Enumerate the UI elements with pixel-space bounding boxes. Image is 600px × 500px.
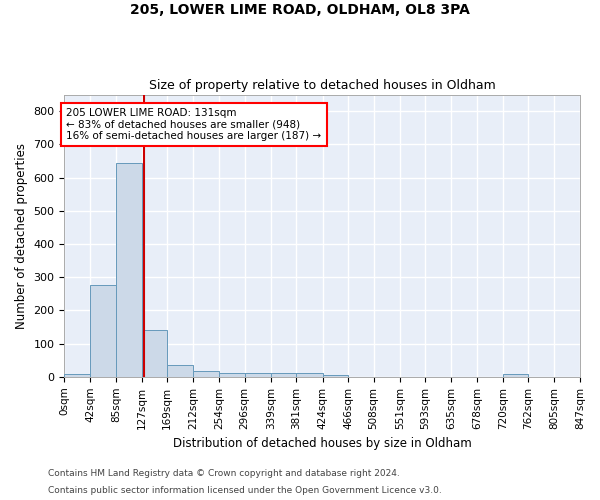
Text: Contains HM Land Registry data © Crown copyright and database right 2024.: Contains HM Land Registry data © Crown c… [48,468,400,477]
Bar [142,330,167,377]
Bar [245,374,271,377]
X-axis label: Distribution of detached houses by size in Oldham: Distribution of detached houses by size … [173,437,472,450]
Title: Size of property relative to detached houses in Oldham: Size of property relative to detached ho… [149,79,496,92]
Bar [271,374,296,377]
Text: Contains public sector information licensed under the Open Government Licence v3: Contains public sector information licen… [48,486,442,495]
Bar [90,286,116,377]
Bar [193,371,219,377]
Bar [167,365,193,377]
Bar [116,162,142,377]
Bar [296,374,323,377]
Bar [323,375,348,377]
Bar [64,374,90,377]
Bar [219,373,245,377]
Y-axis label: Number of detached properties: Number of detached properties [15,142,28,328]
Bar [503,374,528,377]
Text: 205, LOWER LIME ROAD, OLDHAM, OL8 3PA: 205, LOWER LIME ROAD, OLDHAM, OL8 3PA [130,2,470,16]
Text: 205 LOWER LIME ROAD: 131sqm
← 83% of detached houses are smaller (948)
16% of se: 205 LOWER LIME ROAD: 131sqm ← 83% of det… [66,108,322,141]
